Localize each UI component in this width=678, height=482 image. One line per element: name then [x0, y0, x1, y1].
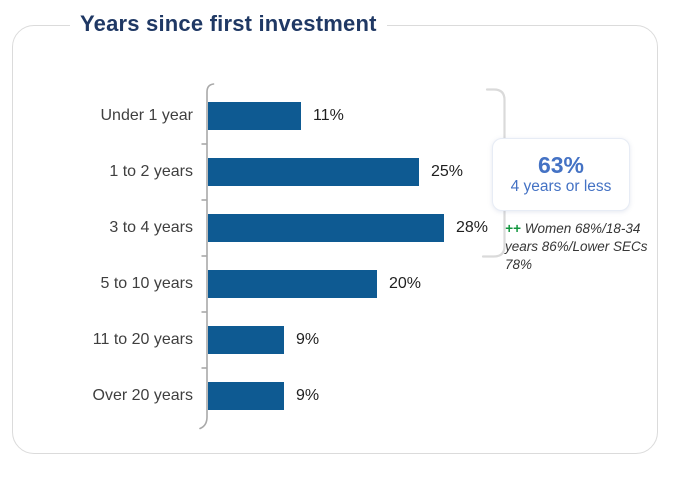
bar-row: 3 to 4 years 28% [0, 200, 660, 256]
bar [208, 158, 419, 186]
bar-row: 5 to 10 years 20% [0, 256, 660, 312]
callout-percentage: 63% [537, 151, 585, 178]
value-label: 20% [389, 275, 422, 292]
bar [208, 102, 301, 130]
bar [208, 270, 377, 298]
value-label: 11% [313, 107, 344, 124]
category-label: 11 to 20 years [92, 331, 193, 348]
summary-callout: 63% 4 years or less [492, 138, 630, 211]
bar-row: Over 20 years 9% [0, 368, 660, 424]
bar [208, 214, 444, 242]
bar [208, 382, 284, 410]
category-label: Over 20 years [92, 387, 193, 404]
category-label: 1 to 2 years [109, 163, 193, 180]
category-label: Under 1 year [100, 107, 194, 124]
value-label: 9% [296, 331, 320, 348]
category-label: 5 to 10 years [100, 275, 194, 292]
value-label: 28% [456, 219, 489, 236]
subgroup-annotation: ++ Women 68%/18-34 years 86%/Lower SECs 7… [505, 220, 655, 275]
value-label: 25% [431, 163, 464, 180]
category-label: 3 to 4 years [109, 219, 193, 236]
value-label: 9% [296, 387, 320, 404]
annotation-text: Women 68%/18-34 years 86%/Lower SECs 78% [505, 221, 648, 273]
bar [208, 326, 284, 354]
callout-caption: 4 years or less [510, 178, 612, 196]
bar-row: 11 to 20 years 9% [0, 312, 660, 368]
bar-row: Under 1 year 11% [0, 88, 660, 144]
chart-title: Years since first investment [70, 11, 387, 37]
increase-marker: ++ [505, 221, 521, 236]
bar-row: 1 to 2 years 25% [0, 144, 660, 200]
